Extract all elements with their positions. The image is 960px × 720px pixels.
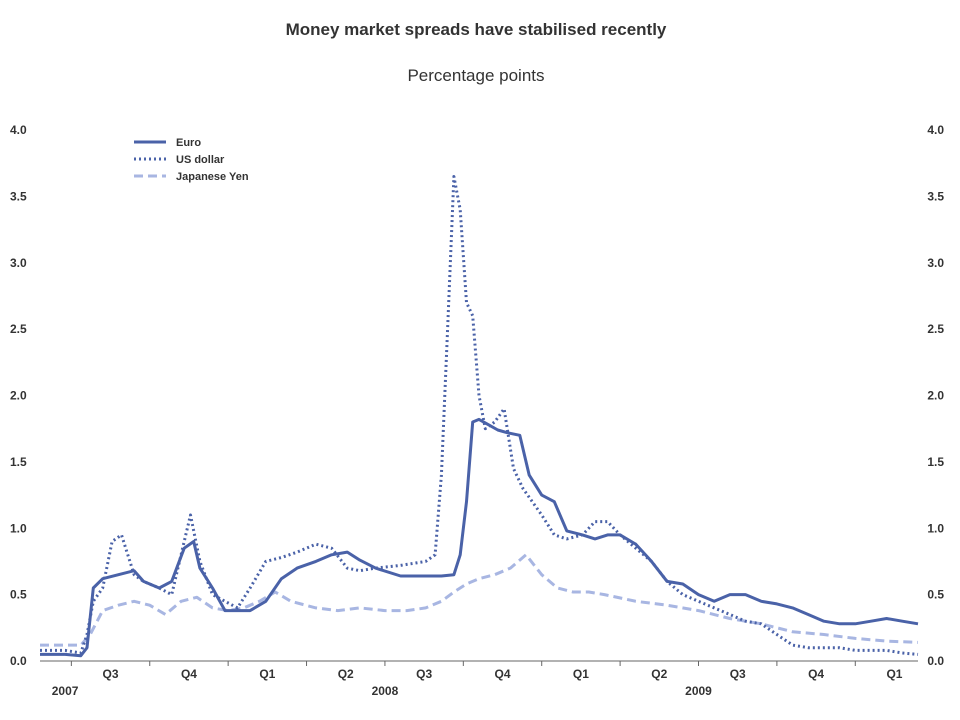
legend-label-euro: Euro (176, 137, 201, 149)
x-tick-label-quarter: Q1 (573, 667, 589, 681)
y-axis-right: 0.0 0.5 1.0 1.5 2.0 2.5 3.0 3.5 4.0 (927, 123, 944, 668)
y-tick-left: 1.5 (10, 455, 27, 469)
x-tick-label-quarter: Q1 (259, 667, 275, 681)
legend-label-japanese-yen: Japanese Yen (176, 171, 249, 183)
y-tick-left: 3.5 (10, 189, 27, 203)
x-tick-label-quarter: Q4 (181, 667, 197, 681)
x-tick-label-quarter: Q3 (103, 667, 119, 681)
y-tick-left: 0.5 (10, 588, 27, 602)
y-tick-right: 2.0 (927, 389, 944, 403)
legend: Euro US dollar Japanese Yen (134, 137, 249, 183)
x-tick-label-quarter: Q1 (886, 667, 902, 681)
y-tick-right: 0.0 (927, 654, 944, 668)
y-tick-right: 3.5 (927, 189, 944, 203)
y-tick-right: 2.5 (927, 322, 944, 336)
legend-label-us-dollar: US dollar (176, 154, 225, 166)
y-axis-left: 0.0 0.5 1.0 1.5 2.0 2.5 3.0 3.5 4.0 (10, 123, 27, 668)
chart-subtitle: Percentage points (407, 66, 544, 85)
x-tick-label-year: 2008 (372, 684, 399, 698)
y-tick-right: 1.0 (927, 521, 944, 535)
y-tick-right: 4.0 (927, 123, 944, 137)
x-tick-label-quarter: Q3 (730, 667, 746, 681)
plot-area (40, 175, 919, 658)
x-tick-label-quarter: Q4 (495, 667, 511, 681)
y-tick-right: 1.5 (927, 455, 944, 469)
y-tick-left: 3.0 (10, 256, 27, 270)
x-tick-label-quarter: Q4 (808, 667, 824, 681)
x-tick-label-quarter: Q3 (416, 667, 432, 681)
series-line-euro (40, 417, 919, 658)
y-tick-left: 2.0 (10, 389, 27, 403)
x-tick-label-year: 2007 (52, 684, 79, 698)
x-axis: Q3 Q4 Q1 Q2 Q3 Q4 Q1 Q2 Q3 Q4 Q1 2007 2008 2009 (40, 660, 918, 698)
x-tick-label-year: 2009 (685, 684, 712, 698)
y-tick-right: 0.5 (927, 588, 944, 602)
x-tick-label-quarter: Q2 (651, 667, 667, 681)
y-tick-left: 0.0 (10, 654, 27, 668)
series-line-japanese-yen (40, 553, 919, 647)
y-tick-left: 2.5 (10, 322, 27, 336)
y-tick-left: 1.0 (10, 521, 27, 535)
chart-title: Money market spreads have stabilised rec… (286, 20, 667, 39)
x-tick-label-quarter: Q2 (338, 667, 354, 681)
y-tick-left: 4.0 (10, 123, 27, 137)
y-tick-right: 3.0 (927, 256, 944, 270)
series-line-us-dollar (40, 175, 919, 656)
